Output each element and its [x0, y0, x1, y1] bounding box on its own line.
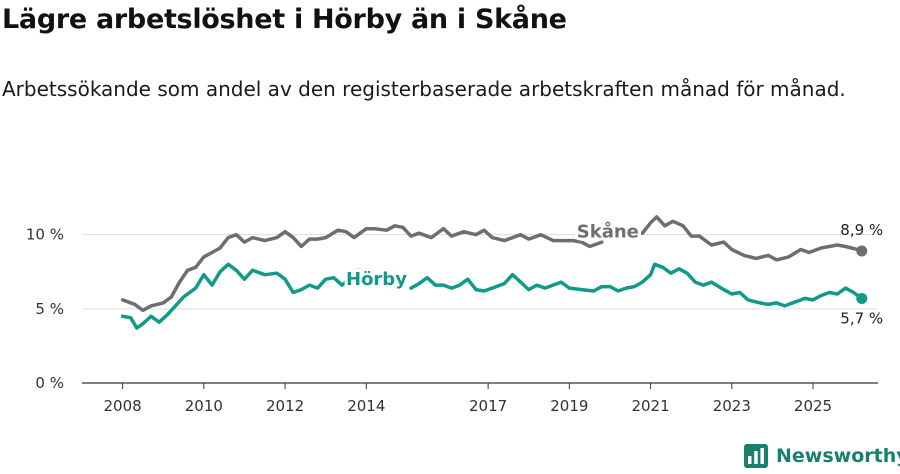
series-line-skane-1: [640, 215, 864, 262]
series-label-horby: Hörby: [346, 269, 407, 290]
x-tick-label: 2017: [469, 397, 507, 415]
end-label-horby: 5,7 %: [840, 309, 883, 327]
x-tick-label: 2014: [347, 397, 385, 415]
chart-subtitle: Arbetssökande som andel av den registerb…: [2, 77, 846, 101]
x-tick-label: 2019: [550, 397, 588, 415]
series-label-halo-skane: Skåne: [577, 221, 639, 243]
newsworthy-logo: Newsworthy: [744, 442, 900, 470]
y-tick-label: 10 %: [26, 226, 64, 244]
y-tick-label: 0 %: [35, 374, 64, 392]
x-tick-label: 2010: [185, 397, 223, 415]
x-tick-label: 2012: [266, 397, 304, 415]
bar-chart-logo-icon: [744, 444, 768, 468]
series-label-halo-horby: Hörby: [346, 269, 407, 290]
y-tick-label: 5 %: [35, 300, 64, 318]
series-label-skane: Skåne: [577, 221, 639, 243]
end-point-horby: [856, 292, 868, 304]
series-line-skane-0: [120, 224, 604, 313]
x-tick-label: 2021: [631, 397, 669, 415]
series-line-horby-1: [409, 262, 864, 308]
x-tick-label: 2023: [713, 397, 751, 415]
x-tick-label: 2008: [104, 397, 142, 415]
x-tick-label: 2025: [794, 397, 832, 415]
end-label-skane: 8,9 %: [840, 221, 883, 239]
end-point-skane: [856, 245, 868, 257]
chart-title: Lägre arbetslöshet i Hörby än i Skåne: [2, 4, 567, 35]
brand-name: Newsworthy: [776, 445, 900, 467]
series-line-horby-0: [120, 262, 369, 330]
